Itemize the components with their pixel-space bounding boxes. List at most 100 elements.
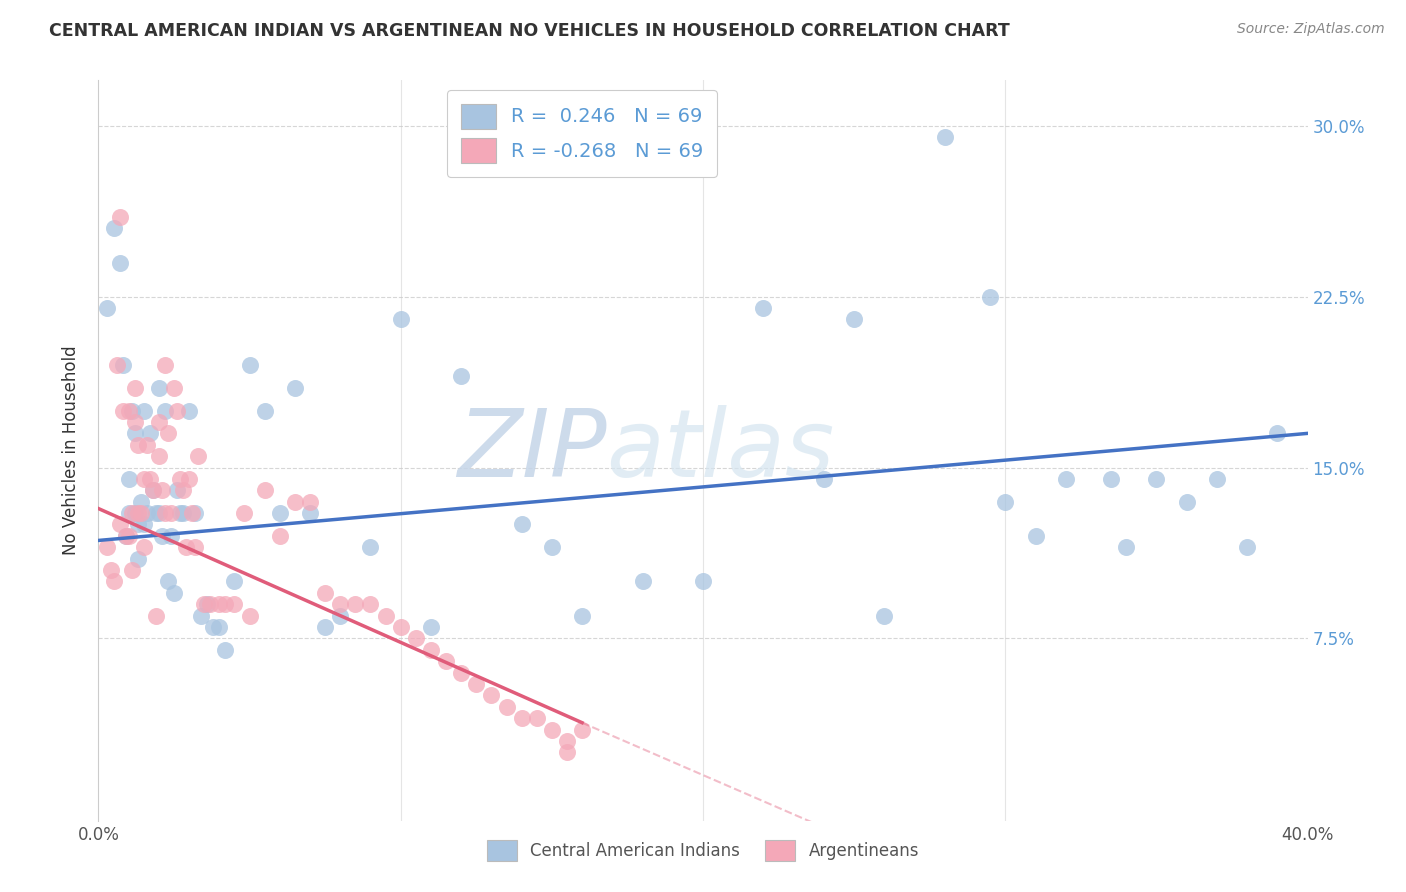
Point — [166, 403, 188, 417]
Point — [420, 642, 443, 657]
Point — [96, 301, 118, 315]
Point — [166, 483, 188, 498]
Point — [208, 597, 231, 611]
Point — [129, 494, 152, 508]
Point — [114, 529, 136, 543]
Point — [692, 574, 714, 589]
Point — [1054, 472, 1077, 486]
Point — [142, 483, 165, 498]
Point — [100, 563, 122, 577]
Point — [111, 403, 134, 417]
Point — [124, 506, 146, 520]
Point — [148, 415, 170, 429]
Point — [127, 506, 149, 520]
Point — [103, 221, 125, 235]
Point — [150, 529, 173, 543]
Point — [108, 210, 131, 224]
Point — [127, 438, 149, 452]
Point — [121, 403, 143, 417]
Point — [1144, 472, 1167, 486]
Point — [1267, 426, 1289, 441]
Point — [526, 711, 548, 725]
Point — [224, 574, 246, 589]
Point — [148, 449, 170, 463]
Point — [156, 574, 179, 589]
Point — [127, 517, 149, 532]
Point — [1175, 494, 1198, 508]
Point — [108, 255, 131, 269]
Text: ZIP: ZIP — [457, 405, 606, 496]
Point — [202, 620, 225, 634]
Point — [631, 574, 654, 589]
Point — [1024, 529, 1046, 543]
Point — [118, 403, 141, 417]
Point — [132, 541, 155, 555]
Point — [450, 665, 472, 680]
Point — [121, 563, 143, 577]
Point — [555, 745, 578, 759]
Point — [156, 426, 179, 441]
Point — [132, 472, 155, 486]
Point — [344, 597, 367, 611]
Point — [200, 597, 222, 611]
Point — [994, 494, 1017, 508]
Point — [1115, 541, 1137, 555]
Point — [114, 529, 136, 543]
Point — [232, 506, 254, 520]
Text: Source: ZipAtlas.com: Source: ZipAtlas.com — [1237, 22, 1385, 37]
Point — [555, 734, 578, 748]
Point — [360, 541, 382, 555]
Point — [389, 312, 412, 326]
Point — [434, 654, 457, 668]
Point — [540, 723, 562, 737]
Point — [105, 358, 128, 372]
Point — [450, 369, 472, 384]
Point — [172, 506, 194, 520]
Point — [299, 506, 322, 520]
Point — [1206, 472, 1229, 486]
Point — [979, 290, 1001, 304]
Point — [360, 597, 382, 611]
Point — [329, 597, 352, 611]
Point — [253, 483, 276, 498]
Point — [139, 472, 162, 486]
Point — [160, 529, 183, 543]
Point — [111, 358, 134, 372]
Point — [224, 597, 246, 611]
Point — [135, 506, 157, 520]
Point — [510, 517, 533, 532]
Point — [108, 517, 131, 532]
Point — [389, 620, 412, 634]
Point — [103, 574, 125, 589]
Point — [160, 506, 183, 520]
Point — [540, 541, 562, 555]
Point — [1099, 472, 1122, 486]
Point — [873, 608, 896, 623]
Point — [163, 381, 186, 395]
Point — [174, 541, 197, 555]
Point — [284, 494, 307, 508]
Point — [153, 403, 176, 417]
Point — [571, 608, 593, 623]
Point — [844, 312, 866, 326]
Point — [752, 301, 775, 315]
Legend: Central American Indians, Argentineans: Central American Indians, Argentineans — [481, 833, 925, 868]
Point — [465, 677, 488, 691]
Point — [121, 506, 143, 520]
Point — [214, 642, 236, 657]
Point — [208, 620, 231, 634]
Point — [124, 381, 146, 395]
Point — [239, 358, 262, 372]
Point — [184, 541, 207, 555]
Point — [145, 608, 167, 623]
Point — [118, 472, 141, 486]
Point — [132, 517, 155, 532]
Point — [314, 586, 336, 600]
Point — [187, 449, 209, 463]
Point — [934, 130, 956, 145]
Point — [184, 506, 207, 520]
Point — [132, 403, 155, 417]
Point — [495, 699, 517, 714]
Point — [118, 506, 141, 520]
Point — [169, 472, 191, 486]
